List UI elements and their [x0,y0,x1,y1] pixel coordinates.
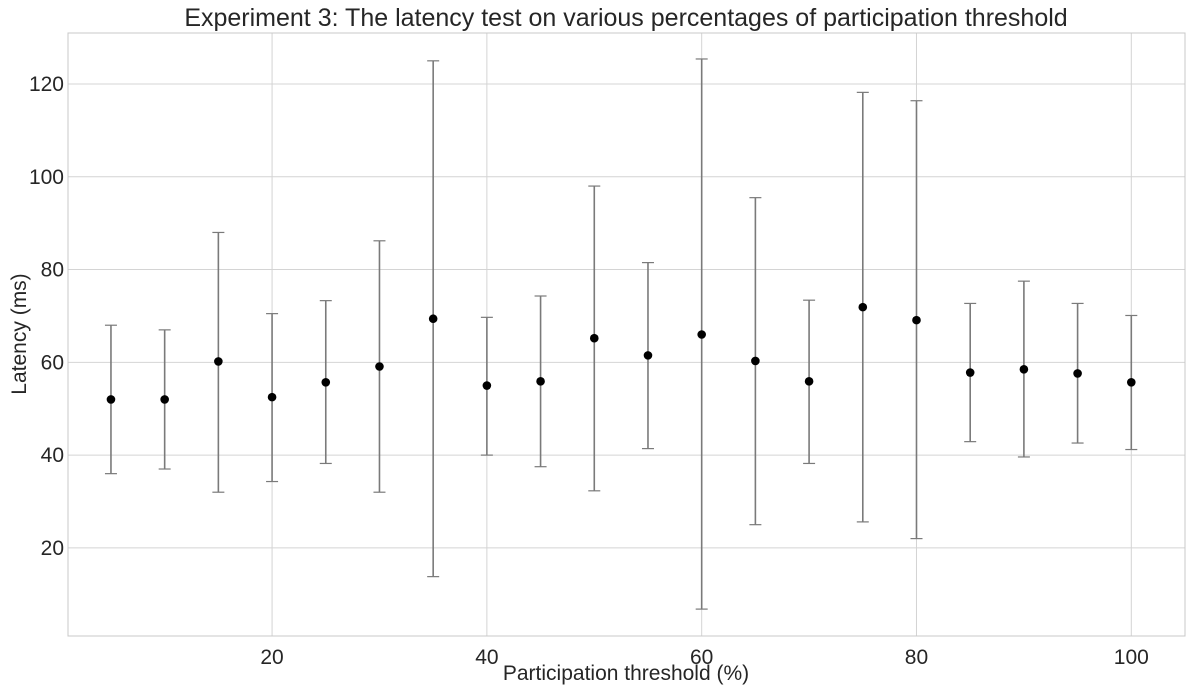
grid-layer [68,33,1185,636]
errorbar-layer [104,58,1138,610]
data-point [482,381,492,390]
x-tick-label: 100 [1114,646,1149,669]
data-point [375,362,384,371]
x-tick-label: 60 [690,646,713,669]
data-point [589,333,599,343]
data-point [160,395,169,404]
data-point [106,395,116,404]
x-axis-label: Participation threshold (%) [503,662,749,685]
data-point [428,314,438,324]
data-point [536,377,545,386]
data-point [1019,364,1029,374]
point-layer [106,302,1136,404]
data-point [1073,369,1082,378]
data-point [643,351,653,360]
data-point [804,377,814,386]
data-point [267,392,277,402]
x-tick-label: 80 [905,646,928,669]
chart-title: Experiment 3: The latency test on variou… [184,4,1067,32]
data-point [751,356,760,366]
data-point [1126,377,1136,387]
data-point [214,357,223,366]
data-point [965,368,975,377]
y-tick-label: 60 [41,351,64,374]
y-tick-label: 20 [41,537,64,560]
x-tick-label: 40 [475,646,498,669]
plot-frame [67,32,1186,637]
tick-label-layer: 20 40 60 80 100 20 40 60 80 100 120 [29,73,1149,669]
y-tick-label: 40 [41,444,64,467]
data-point [697,330,706,339]
y-tick-label: 80 [41,259,64,282]
data-point [321,377,331,387]
x-tick-label: 20 [260,646,283,669]
y-tick-label: 100 [29,166,64,189]
y-axis-label: Latency (ms) [8,273,31,394]
y-tick-label: 120 [29,73,64,96]
data-point [858,302,868,312]
data-point [912,315,921,325]
